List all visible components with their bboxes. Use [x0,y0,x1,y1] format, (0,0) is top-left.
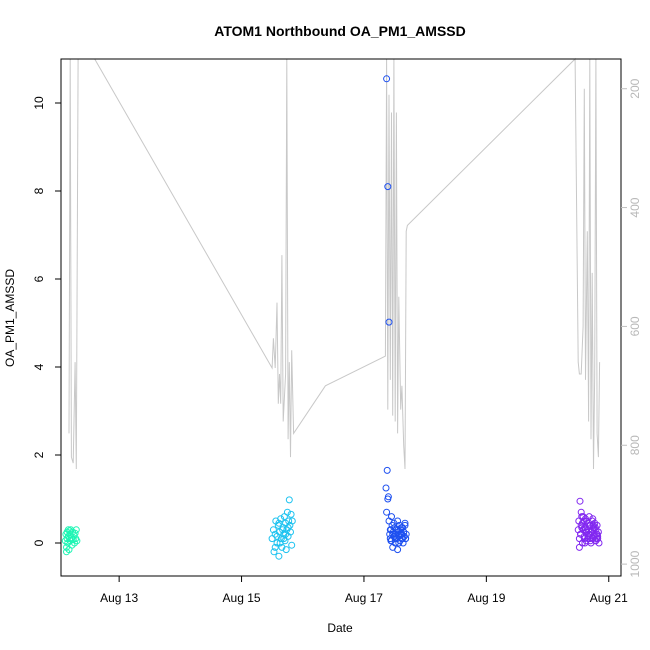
data-point [383,75,391,83]
data-point [578,524,586,532]
data-point [71,529,79,537]
series-3 [382,75,410,554]
data-point [394,546,402,554]
data-point [288,541,296,549]
data-point [395,539,403,547]
secondary-y-axis: 200 400 600 800 1000 [621,78,642,577]
data-point [582,528,590,536]
data-point [384,495,392,503]
data-point [282,530,290,538]
data-point [588,526,596,534]
data-point [277,515,285,523]
x-tick-label: Aug 13 [100,591,138,605]
points-layer [61,75,603,560]
secondary-y-tick-label: 600 [628,316,642,336]
x-axis: Aug 13 Aug 15 Aug 17 Aug 19 Aug 21 [100,576,628,605]
data-point [388,513,395,521]
data-point [579,513,587,521]
y-tick-label: 10 [32,96,46,110]
data-point [278,543,286,551]
data-point [382,484,390,492]
data-point [394,526,402,534]
data-point [581,539,589,547]
data-point [271,543,279,551]
x-tick-label: Aug 15 [223,591,261,605]
series-1 [61,526,81,556]
x-tick-label: Aug 21 [590,591,628,605]
data-point [72,526,80,534]
data-point [288,517,296,525]
x-tick-label: Aug 19 [467,591,505,605]
data-point [398,530,406,538]
series-2 [268,496,296,560]
data-point [394,517,402,525]
data-point [399,535,406,543]
data-point [577,508,585,516]
data-point [390,519,398,527]
data-point [383,466,391,474]
secondary-y-tick-label: 200 [628,78,642,98]
data-point [578,519,586,527]
data-point [273,532,281,540]
data-point [275,519,283,527]
y-tick-label: 0 [32,539,46,546]
data-point [66,527,74,535]
data-point [586,535,594,543]
data-point [271,530,279,538]
data-point [285,517,293,525]
data-point [401,519,409,527]
data-point [285,496,293,504]
x-tick-label: Aug 17 [345,591,383,605]
data-point [71,539,78,547]
series-4 [574,497,603,551]
x-axis-label: Date [327,621,353,635]
y-tick-label: 8 [32,187,46,194]
secondary-y-tick-label: 400 [628,197,642,217]
data-point [276,539,284,547]
data-point [63,548,70,556]
data-point [287,510,295,518]
data-point [284,524,292,532]
data-point [280,535,288,543]
y-tick-label: 4 [32,363,46,370]
data-point [270,548,278,556]
data-point [576,497,584,505]
data-point [283,508,291,516]
data-point [269,526,277,534]
data-point [273,539,281,547]
data-point [590,521,597,529]
data-point [64,526,72,534]
data-point [401,521,409,529]
data-point [383,508,391,516]
data-point [385,318,393,326]
data-point [592,537,600,545]
secondary-y-tick-label: 800 [628,435,642,455]
data-point [575,543,583,551]
data-point [402,535,410,543]
secondary-line-layer [68,57,601,470]
y-tick-label: 2 [32,451,46,458]
data-point [593,530,601,538]
data-point [384,183,392,191]
data-point [275,552,283,560]
data-point [66,530,74,538]
data-point [387,537,395,545]
chart-title: ATOM1 Northbound OA_PM1_AMSSD [214,23,466,39]
data-point [282,546,290,554]
secondary-y-tick-label: 1000 [628,550,642,577]
data-point [391,532,399,540]
data-point [593,521,601,529]
data-point [589,515,597,523]
y-axis-label: OA_PM1_AMSSD [3,269,17,367]
y-axis: 0 2 4 6 8 10 [32,96,61,546]
plot-frame [60,58,622,577]
secondary-series-line [68,57,601,470]
y-tick-label: 6 [32,275,46,282]
data-point [73,537,81,545]
